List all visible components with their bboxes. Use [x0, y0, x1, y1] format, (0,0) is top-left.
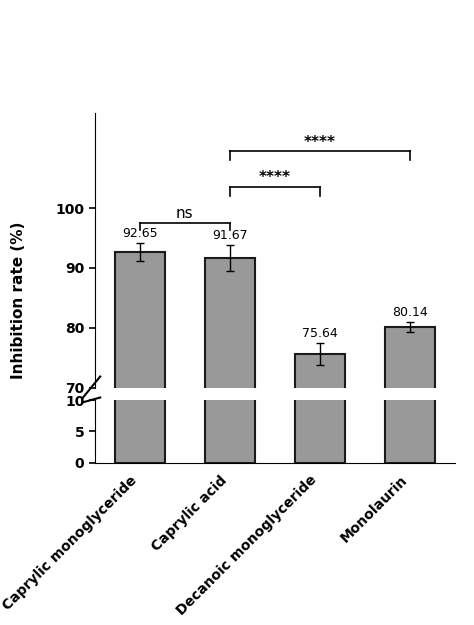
- Text: 75.64: 75.64: [302, 327, 338, 340]
- Text: ****: ****: [259, 171, 291, 186]
- Text: ns: ns: [176, 206, 194, 221]
- Bar: [295, 0, 345, 462]
- Bar: [385, 0, 435, 462]
- Text: ****: ****: [304, 134, 336, 149]
- Bar: [115, 252, 164, 625]
- Bar: [205, 0, 255, 462]
- Bar: [385, 327, 435, 625]
- Text: 91.67: 91.67: [212, 229, 248, 242]
- Bar: [115, 0, 164, 462]
- Text: 80.14: 80.14: [392, 306, 428, 319]
- Text: Inhibition rate (%): Inhibition rate (%): [11, 221, 27, 379]
- Bar: [295, 354, 345, 625]
- Bar: [205, 258, 255, 625]
- Text: 92.65: 92.65: [122, 227, 158, 240]
